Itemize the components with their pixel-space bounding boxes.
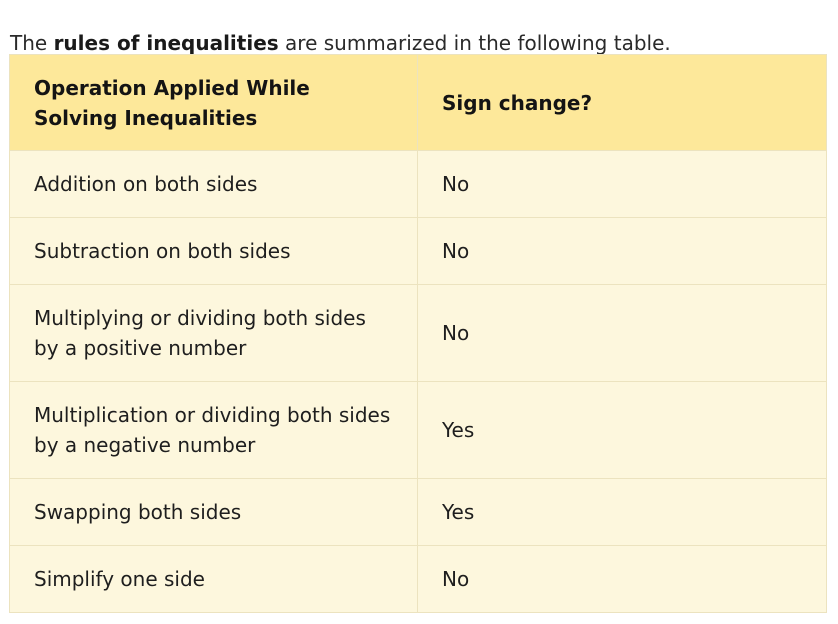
sign-change-cell: Yes — [417, 381, 827, 479]
header-row: Operation Applied While Solving Inequali… — [9, 54, 827, 151]
operation-cell: Addition on both sides — [9, 150, 418, 218]
intro-highlight: rules of inequalities — [53, 31, 279, 55]
sign-change-cell: No — [417, 284, 827, 382]
table-row: Subtraction on both sides No — [9, 217, 827, 285]
table-header: Operation Applied While Solving Inequali… — [9, 54, 827, 151]
intro-prefix: The — [10, 31, 54, 55]
sign-change-cell: No — [417, 545, 827, 613]
rules-table: Operation Applied While Solving Inequali… — [9, 54, 827, 613]
sign-change-cell: No — [417, 217, 827, 285]
header-operation: Operation Applied While Solving Inequali… — [9, 54, 418, 151]
sign-change-cell: No — [417, 150, 827, 218]
table-row: Multiplying or dividing both sides by a … — [9, 284, 827, 382]
operation-cell: Multiplication or dividing both sides by… — [9, 381, 418, 479]
table-row: Swapping both sides Yes — [9, 478, 827, 546]
operation-cell: Simplify one side — [9, 545, 418, 613]
table-body: Addition on both sides No Subtraction on… — [9, 150, 827, 613]
table-row: Multiplication or dividing both sides by… — [9, 381, 827, 479]
operation-cell: Subtraction on both sides — [9, 217, 418, 285]
table-row: Addition on both sides No — [9, 150, 827, 218]
sign-change-cell: Yes — [417, 478, 827, 546]
table-row: Simplify one side No — [9, 545, 827, 613]
operation-cell: Swapping both sides — [9, 478, 418, 546]
intro-suffix: are summarized in the following table. — [278, 31, 671, 55]
operation-cell: Multiplying or dividing both sides by a … — [9, 284, 418, 382]
intro-text: The rules of inequalities are summarized… — [10, 29, 830, 57]
header-sign-change: Sign change? — [417, 54, 827, 151]
